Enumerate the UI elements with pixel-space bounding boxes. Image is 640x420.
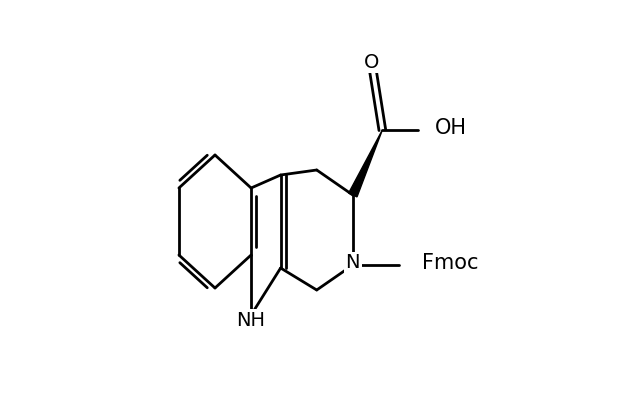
Text: NH: NH [237,310,266,330]
Text: OH: OH [435,118,467,138]
Text: O: O [364,52,379,71]
Text: N: N [346,254,360,273]
Text: Fmoc: Fmoc [422,253,478,273]
Polygon shape [349,130,382,197]
